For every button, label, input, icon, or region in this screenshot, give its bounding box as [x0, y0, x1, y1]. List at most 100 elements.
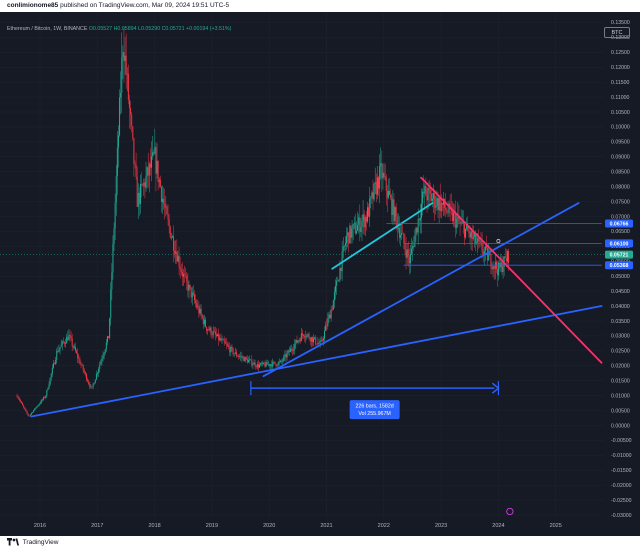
- candle-body: [91, 386, 93, 388]
- long-support-line[interactable]: [30, 305, 603, 418]
- candle-body: [88, 381, 90, 384]
- candle-body: [79, 358, 81, 364]
- candle-body: [285, 354, 287, 358]
- resistance-line[interactable]: [420, 176, 603, 364]
- candle-body: [48, 384, 50, 389]
- candle-body: [427, 187, 429, 201]
- candle-body: [219, 338, 221, 341]
- price-axis[interactable]: [604, 12, 640, 536]
- candle-body: [338, 280, 340, 282]
- candle-body: [369, 198, 371, 217]
- candle-body: [257, 364, 259, 368]
- candle-body: [368, 207, 370, 217]
- candle-body: [278, 361, 280, 363]
- candle-body: [66, 336, 68, 344]
- candle-body: [134, 163, 136, 165]
- candle-body: [103, 352, 105, 357]
- candle-body: [266, 361, 268, 365]
- candle-body: [485, 246, 487, 248]
- candle-body: [426, 195, 428, 201]
- candle-body: [39, 402, 41, 404]
- candle-body: [92, 384, 94, 387]
- candle-body: [268, 364, 270, 366]
- candle-body: [87, 379, 89, 382]
- candle-body: [38, 403, 40, 406]
- candle-body: [432, 198, 434, 201]
- candle-body: [35, 407, 37, 409]
- channel-line[interactable]: [331, 202, 434, 270]
- candle-body: [80, 363, 82, 365]
- candle-body: [272, 361, 274, 367]
- author-name[interactable]: conlimionome85: [7, 2, 59, 9]
- candle-body: [169, 226, 171, 238]
- chart-area[interactable]: 226 bars, 1582d Vol 255.967M 0.13500 0.130…: [0, 12, 640, 536]
- candle-body: [188, 284, 190, 291]
- y-tick-label: -0.01000: [611, 453, 632, 459]
- candle-body: [349, 225, 351, 244]
- candle-body: [23, 405, 25, 408]
- candle-body: [422, 191, 424, 204]
- candle-body: [479, 240, 481, 242]
- candle-body: [187, 281, 189, 291]
- steep-support-line[interactable]: [262, 202, 580, 378]
- candle-body: [98, 368, 100, 373]
- candle-body: [501, 262, 503, 272]
- eye-marker-icon[interactable]: [496, 239, 501, 243]
- candle-body: [113, 228, 115, 244]
- candle-body: [69, 334, 71, 337]
- candle-body: [114, 202, 116, 229]
- candle-body: [62, 341, 64, 343]
- candle-body: [336, 280, 338, 286]
- candle-body: [430, 193, 432, 201]
- candle-body: [374, 181, 376, 184]
- candle-body: [465, 228, 467, 238]
- candle-body: [240, 356, 242, 357]
- candle-body: [352, 224, 354, 229]
- candle-body: [358, 217, 360, 225]
- y-tick-label: 0.11000: [611, 95, 629, 101]
- candle-body: [419, 218, 421, 221]
- candle-body: [351, 228, 353, 238]
- candle-body: [335, 285, 337, 293]
- candle-body: [283, 356, 285, 361]
- symbol-title[interactable]: Ethereum / Bitcoin, 1W, BINANCE: [7, 26, 88, 32]
- candle-body: [444, 199, 446, 209]
- y-tick-label: -0.01500: [611, 468, 632, 474]
- candle-body: [502, 267, 504, 272]
- event-marker-icon[interactable]: [506, 507, 514, 516]
- candle-body: [439, 198, 441, 212]
- candle-body: [28, 415, 30, 417]
- candle-body: [483, 250, 485, 255]
- candle-body: [381, 163, 383, 179]
- y-tick-label: 0.07500: [611, 199, 630, 205]
- candle-body: [366, 207, 368, 222]
- candle-body: [360, 226, 362, 233]
- candle-body: [100, 361, 102, 365]
- candle-body: [259, 364, 261, 368]
- x-tick-label: 2016: [34, 523, 46, 529]
- candle-body: [58, 349, 60, 352]
- candle-body: [246, 358, 248, 363]
- candle-body: [115, 176, 117, 203]
- candle-body: [255, 366, 257, 368]
- candle-body: [249, 359, 251, 361]
- candle-body: [482, 251, 484, 255]
- candle-body: [395, 207, 397, 217]
- candle-body: [123, 52, 125, 61]
- currency-button[interactable]: BTC: [604, 27, 630, 38]
- candle-body: [182, 274, 184, 277]
- candle-body: [241, 356, 243, 358]
- candle-body: [404, 242, 406, 250]
- x-tick-label: 2023: [435, 523, 447, 529]
- brand-name[interactable]: TradingView: [22, 539, 59, 546]
- candle-body: [361, 221, 363, 227]
- candle-body: [316, 343, 318, 345]
- candle-body: [346, 235, 348, 244]
- candle-body: [186, 275, 188, 282]
- chart-legend: Ethereum / Bitcoin, 1W, BINANCE O0.05527…: [7, 26, 231, 32]
- x-tick-label: 2021: [320, 523, 332, 529]
- candle-body: [125, 55, 127, 75]
- candle-body: [212, 331, 214, 336]
- candle-body: [43, 397, 45, 400]
